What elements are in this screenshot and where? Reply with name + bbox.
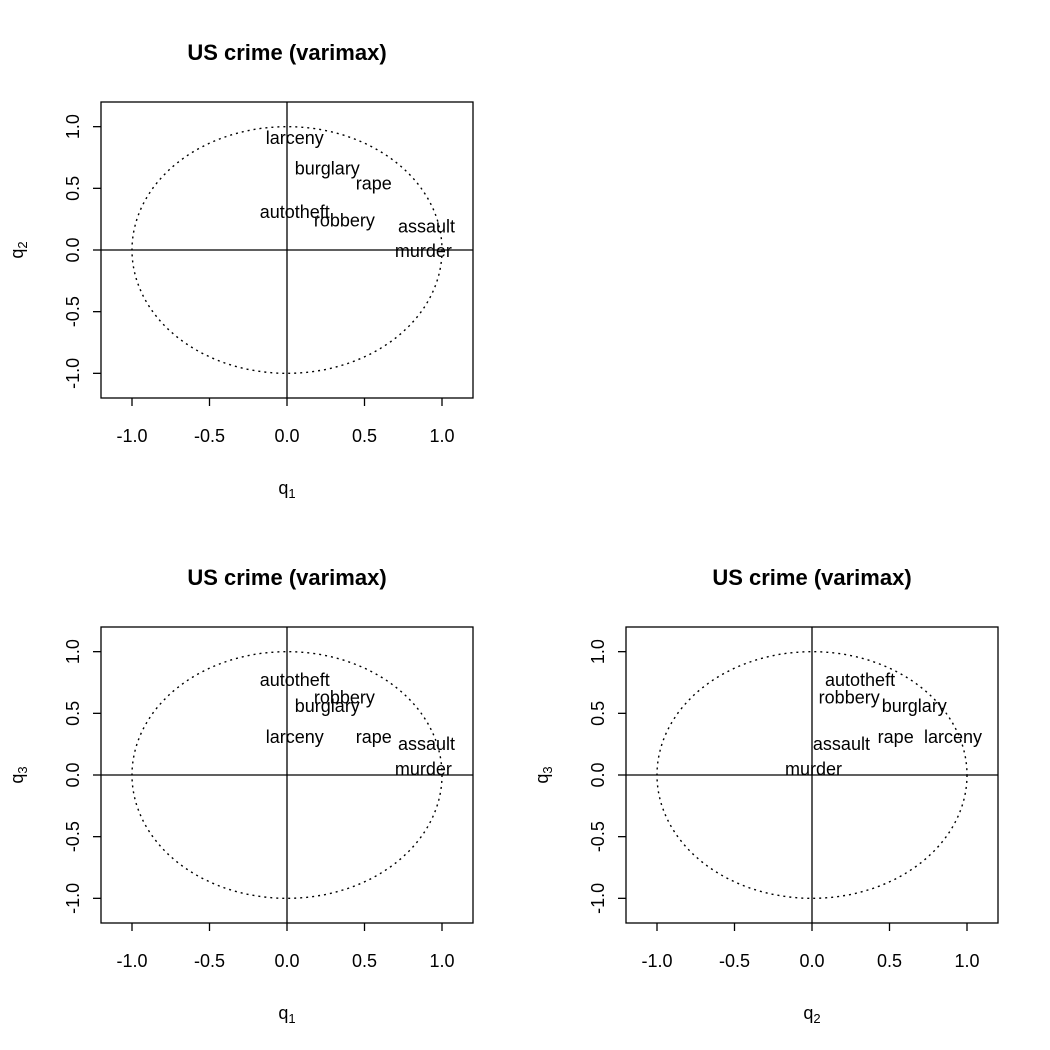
y-tick-label: 0.5 (63, 701, 83, 726)
panel-1: US crime (varimax) -1.0 -0.5 0.0 0.5 1.0 -1.0 -… (7, 40, 474, 501)
x-tick-label: 0.0 (799, 951, 824, 971)
point-label-larceny: larceny (266, 727, 324, 747)
x-tick-label: 1.0 (429, 426, 454, 446)
x-tick-label: -1.0 (116, 426, 147, 446)
point-label-autotheft: autotheft (260, 202, 330, 222)
x-axis-label-subscript: 1 (288, 1011, 295, 1026)
point-label-robbery: robbery (314, 687, 375, 707)
y-tick-label: -1.0 (63, 358, 83, 389)
point-label-autotheft: autotheft (260, 670, 330, 690)
point-label-robbery: robbery (314, 210, 375, 230)
y-tick-label: 0.5 (63, 176, 83, 201)
x-axis-label-subscript: 2 (813, 1011, 820, 1026)
point-label-burglary: burglary (882, 696, 947, 716)
y-tick-label: -0.5 (63, 296, 83, 327)
chart-title: US crime (varimax) (187, 40, 386, 65)
x-tick-label: 0.5 (352, 426, 377, 446)
y-axis-label-subscript: 3 (15, 766, 30, 773)
x-tick-label: 0.0 (274, 951, 299, 971)
point-label-murder: murder (395, 241, 452, 261)
x-axis-label-main: q (803, 1003, 813, 1023)
x-tick-label: -0.5 (194, 426, 225, 446)
y-tick-label: 0.5 (588, 701, 608, 726)
point-label-rape: rape (878, 727, 914, 747)
y-tick-label: 1.0 (63, 639, 83, 664)
y-tick-label: -1.0 (63, 883, 83, 914)
y-axis-label: q3 (532, 766, 555, 783)
chart-title: US crime (varimax) (712, 565, 911, 590)
point-label-robbery: robbery (819, 687, 880, 707)
point-label-assault: assault (398, 734, 455, 754)
x-axis-label: q1 (278, 478, 295, 501)
y-tick-label: -1.0 (588, 883, 608, 914)
y-tick-label: 0.0 (63, 762, 83, 787)
x-tick-label: -1.0 (641, 951, 672, 971)
x-axis-label: q1 (278, 1003, 295, 1026)
point-label-assault: assault (398, 217, 455, 237)
y-tick-label: -0.5 (588, 821, 608, 852)
x-tick-label: 1.0 (429, 951, 454, 971)
y-tick-label: 0.0 (63, 237, 83, 262)
point-label-larceny: larceny (924, 727, 982, 747)
panel-3: US crime (varimax) -1.0 -0.5 0.0 0.5 1.0 -1.0 -… (532, 565, 999, 1026)
x-tick-label: 0.0 (274, 426, 299, 446)
x-tick-label: -1.0 (116, 951, 147, 971)
point-label-rape: rape (356, 727, 392, 747)
x-tick-label: 0.5 (352, 951, 377, 971)
x-tick-label: 1.0 (954, 951, 979, 971)
y-tick-label: -0.5 (63, 821, 83, 852)
point-label-rape: rape (356, 173, 392, 193)
y-tick-label: 1.0 (588, 639, 608, 664)
chart-title: US crime (varimax) (187, 565, 386, 590)
y-tick-label: 1.0 (63, 114, 83, 139)
x-axis-label-subscript: 1 (288, 486, 295, 501)
x-axis-label-main: q (278, 478, 288, 498)
y-axis-label-main: q (532, 774, 552, 784)
point-label-assault: assault (813, 734, 870, 754)
point-label-burglary: burglary (295, 159, 360, 179)
y-axis-label-main: q (7, 774, 27, 784)
x-tick-label: 0.5 (877, 951, 902, 971)
y-axis-label-main: q (7, 249, 27, 259)
x-axis-label-main: q (278, 1003, 288, 1023)
y-axis-label: q2 (7, 241, 30, 258)
panel-2: US crime (varimax) -1.0 -0.5 0.0 0.5 1.0 -1.0 -… (7, 565, 474, 1026)
point-label-murder: murder (395, 759, 452, 779)
point-label-larceny: larceny (266, 128, 324, 148)
y-axis-label-subscript: 2 (15, 241, 30, 248)
point-label-murder: murder (785, 759, 842, 779)
y-axis-label-subscript: 3 (540, 766, 555, 773)
y-tick-label: 0.0 (588, 762, 608, 787)
x-tick-label: -0.5 (719, 951, 750, 971)
x-axis-label: q2 (803, 1003, 820, 1026)
point-label-autotheft: autotheft (825, 670, 895, 690)
point-label-burglary: burglary (295, 696, 360, 716)
x-tick-label: -0.5 (194, 951, 225, 971)
y-axis-label: q3 (7, 766, 30, 783)
